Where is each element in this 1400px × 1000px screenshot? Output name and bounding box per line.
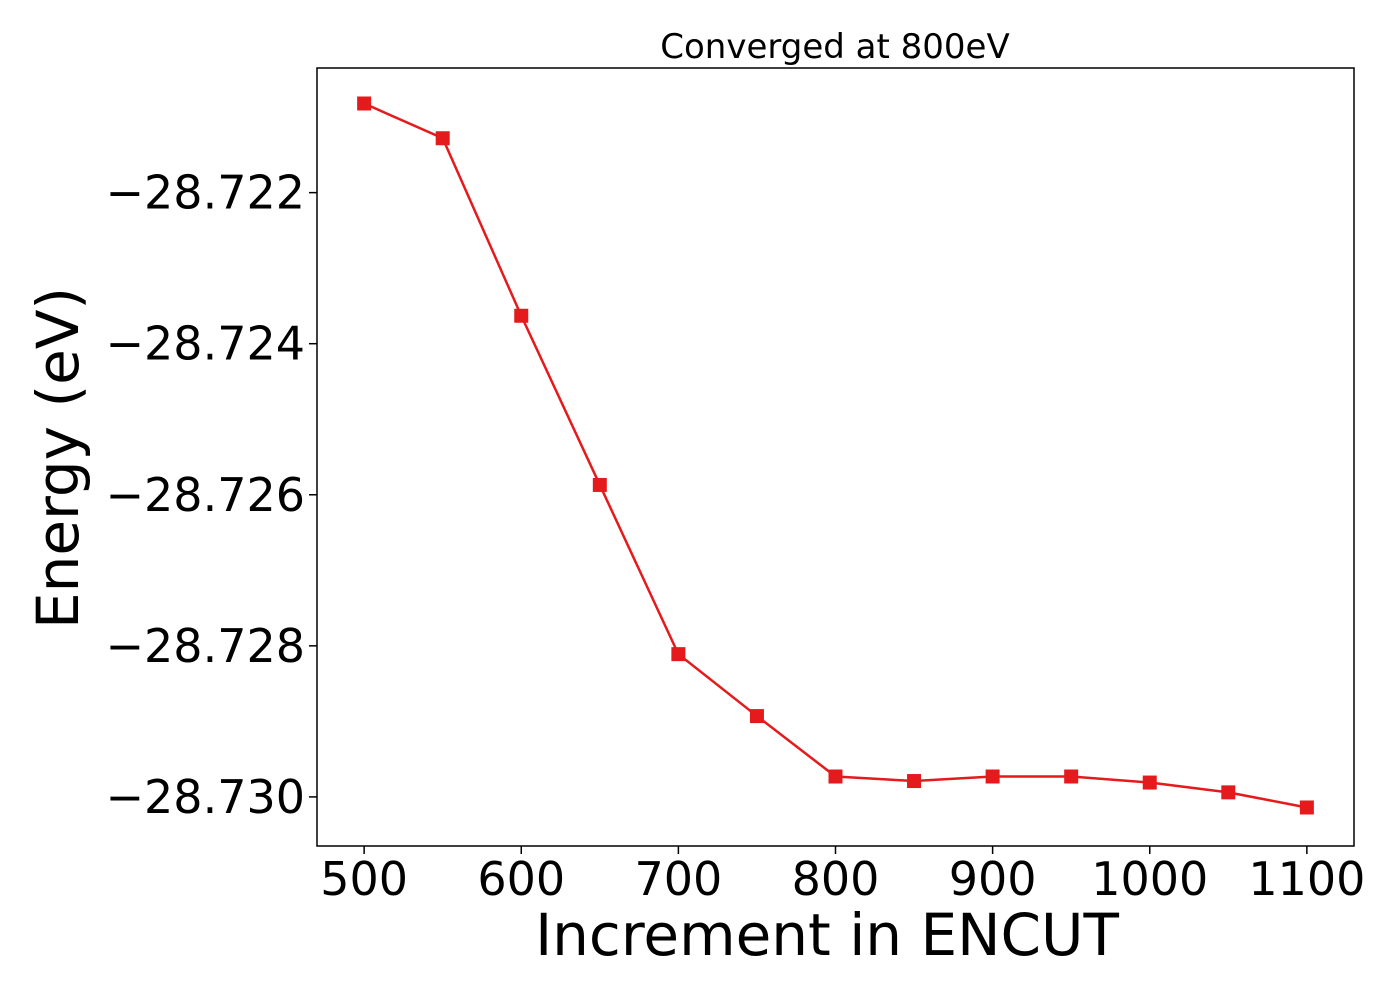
x-tick-label: 1100: [1248, 852, 1365, 906]
data-point: [357, 96, 372, 111]
data-point: [985, 769, 1000, 784]
data-point: [514, 308, 529, 323]
data-point: [1142, 775, 1157, 790]
data-point: [1221, 785, 1236, 800]
y-tick-label: −28.730: [106, 770, 306, 824]
y-tick-label: −28.726: [106, 468, 306, 522]
chart-title: Converged at 800eV: [660, 27, 1009, 67]
x-tick-label: 700: [634, 852, 722, 906]
x-tick-label: 1000: [1091, 852, 1208, 906]
x-tick-label: 600: [477, 852, 565, 906]
x-axis: 500 600 700 800 900 1000 1100: [320, 846, 1365, 906]
data-point: [435, 131, 450, 146]
data-point: [749, 709, 764, 724]
x-tick-label: 900: [949, 852, 1037, 906]
x-axis-label: Increment in ENCUT: [535, 901, 1119, 969]
y-tick-label: −28.724: [106, 317, 306, 371]
plot-area: [316, 67, 1355, 847]
y-tick-label: −28.722: [106, 166, 306, 220]
y-axis-label: Energy (eV): [24, 287, 92, 629]
data-point: [1299, 800, 1314, 815]
y-tick-label: −28.728: [106, 619, 306, 673]
data-point: [828, 769, 843, 784]
data-point: [907, 774, 922, 789]
data-point: [671, 647, 686, 662]
x-tick-label: 800: [792, 852, 880, 906]
data-point: [1064, 769, 1079, 784]
series-layer: [357, 96, 1314, 815]
x-tick-label: 500: [320, 852, 408, 906]
data-point: [592, 477, 607, 492]
y-axis: −28.722 −28.724 −28.726 −28.728 −28.730: [106, 166, 317, 824]
